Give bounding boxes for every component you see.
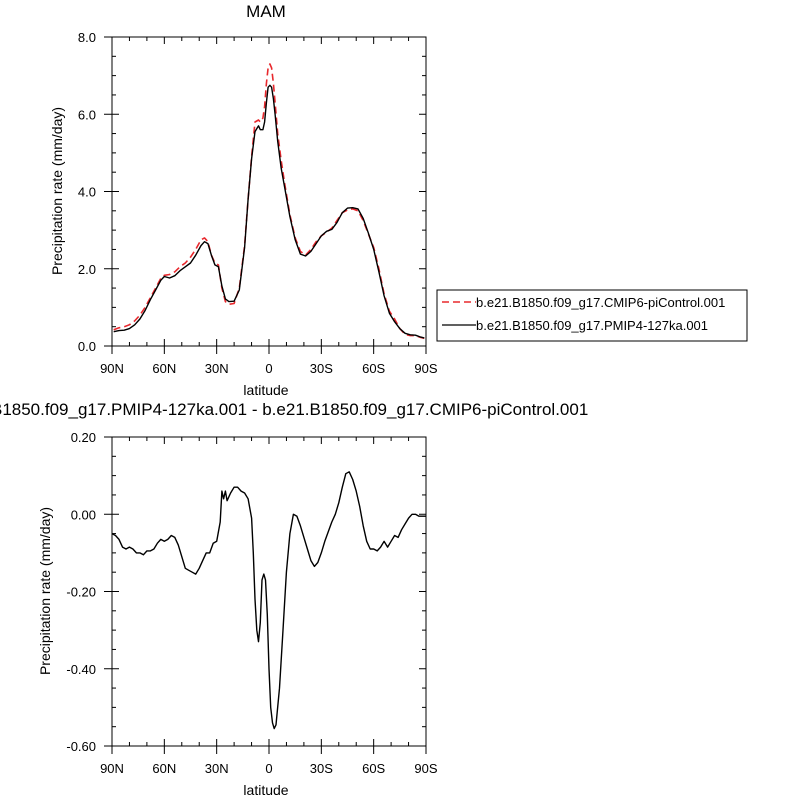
x-tick-label: 60N xyxy=(152,761,176,776)
legend-box xyxy=(436,289,748,342)
x-tick-label: 90N xyxy=(100,761,124,776)
x-tick-label: 90N xyxy=(100,361,124,376)
x-tick-label: 30S xyxy=(310,361,333,376)
bottom-x-axis: 90N 60N 30N 0 30S 60S 90S xyxy=(100,437,438,776)
x-tick-label: 0 xyxy=(265,361,272,376)
y-tick-label: 0.20 xyxy=(71,430,96,445)
x-tick-label: 60S xyxy=(362,361,385,376)
y-tick-label: 2.0 xyxy=(78,262,96,277)
x-tick-label: 60S xyxy=(362,761,385,776)
y-tick-label: -0.20 xyxy=(66,585,96,600)
top-y-axis: 0.0 2.0 4.0 6.0 8.0 xyxy=(78,30,426,354)
x-tick-label: 90S xyxy=(414,761,437,776)
x-tick-label: 60N xyxy=(152,361,176,376)
bottom-line-chart: b.e21.B1850.f09_g17.PMIP4-127ka.001 - b.… xyxy=(0,400,588,798)
series-line-1-0 xyxy=(111,471,426,730)
x-tick-label: 0 xyxy=(265,761,272,776)
legend: b.e21.B1850.f09_g17.CMIP6-piControl.001 … xyxy=(436,289,748,342)
y-tick-label: 6.0 xyxy=(78,107,96,122)
top-x-axis: 90N 60N 30N 0 30S 60S 90S xyxy=(100,37,438,376)
top-series-lines xyxy=(113,63,425,340)
y-tick-label: 0.0 xyxy=(78,339,96,354)
x-tick-label: 30N xyxy=(205,761,229,776)
top-chart-title: MAM xyxy=(246,2,286,21)
y-tick-label: -0.40 xyxy=(66,662,96,677)
y-tick-label: 8.0 xyxy=(78,30,96,45)
bottom-series-lines xyxy=(111,471,426,730)
bottom-chart-title: b.e21.B1850.f09_g17.PMIP4-127ka.001 - b.… xyxy=(0,400,588,419)
y-tick-label: 4.0 xyxy=(78,185,96,200)
x-tick-label: 30S xyxy=(310,761,333,776)
series-line-0-0 xyxy=(113,63,425,340)
top-line-chart: MAM 0.02.04.06.08.0 90N 60N 30N 0 30S 60S 90S … xyxy=(49,2,438,398)
top-x-axis-label: latitude xyxy=(243,382,288,398)
top-y-axis-label: Precipitation rate (mm/day) xyxy=(49,107,65,275)
series-line-0-1 xyxy=(113,84,425,339)
bottom-y-axis-label: Precipitation rate (mm/day) xyxy=(37,507,53,675)
bottom-x-axis-label: latitude xyxy=(243,782,288,798)
y-tick-label: 0.00 xyxy=(71,507,96,522)
top-plot-frame xyxy=(111,36,427,347)
legend-label-picontrol: b.e21.B1850.f09_g17.CMIP6-piControl.001 xyxy=(476,295,725,310)
y-tick-label: -0.60 xyxy=(66,739,96,754)
bottom-plot-frame xyxy=(111,436,427,747)
legend-label-127ka: b.e21.B1850.f09_g17.PMIP4-127ka.001 xyxy=(476,318,708,333)
bottom-y-axis: -0.60 -0.40 -0.20 0.00 0.20 xyxy=(66,430,426,754)
x-tick-label: 90S xyxy=(414,361,437,376)
x-tick-label: 30N xyxy=(205,361,229,376)
